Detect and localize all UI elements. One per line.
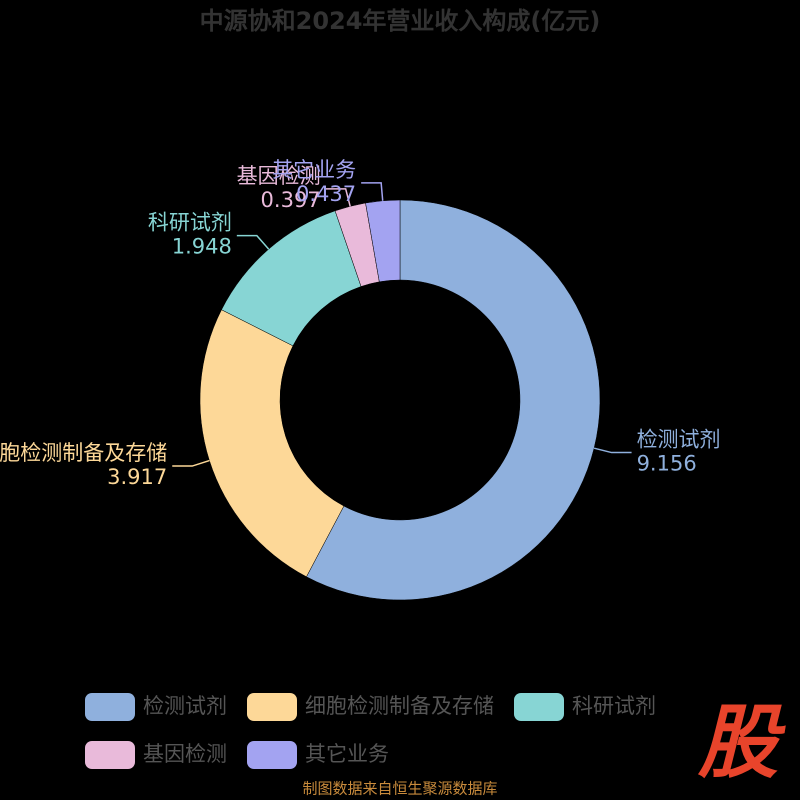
legend-label[interactable]: 细胞检测制备及存储: [305, 694, 494, 718]
slice-label: 其它业务: [272, 158, 356, 182]
slice-label: 基因检测: [237, 164, 321, 188]
label-line: [593, 447, 632, 454]
slice-label: 检测试剂: [637, 428, 721, 452]
legend-label[interactable]: 基因检测: [143, 742, 227, 766]
slice-label: 科研试剂: [148, 211, 232, 235]
slice-value: 1.948: [172, 235, 232, 259]
slice-value: 3.917: [107, 465, 167, 489]
watermark: 股: [697, 696, 786, 789]
legend-label[interactable]: 其它业务: [305, 742, 389, 766]
legend-swatch[interactable]: [247, 741, 297, 769]
source-note: 制图数据来自恒生聚源数据库: [302, 780, 497, 798]
legend-swatch[interactable]: [247, 693, 297, 721]
donut-segment: [306, 199, 601, 601]
slice-value: 0.397: [261, 188, 321, 212]
label-line: [172, 459, 210, 467]
legend-label[interactable]: 科研试剂: [572, 694, 656, 718]
legend-label[interactable]: 检测试剂: [143, 694, 227, 718]
label-line: [236, 234, 270, 250]
label-line: [361, 182, 384, 201]
label-line: [325, 188, 351, 207]
chart-title: 中源协和2024年营业收入构成(亿元): [200, 7, 601, 35]
slice-label: 细胞检测制备及存储: [0, 441, 167, 465]
legend-swatch[interactable]: [85, 741, 135, 769]
legend-swatch[interactable]: [85, 693, 135, 721]
slice-value: 9.156: [637, 452, 697, 476]
legend-swatch[interactable]: [514, 693, 564, 721]
slice-value: 0.437: [296, 182, 356, 206]
donut-segment: [199, 309, 345, 578]
donut-segment: [365, 199, 401, 283]
